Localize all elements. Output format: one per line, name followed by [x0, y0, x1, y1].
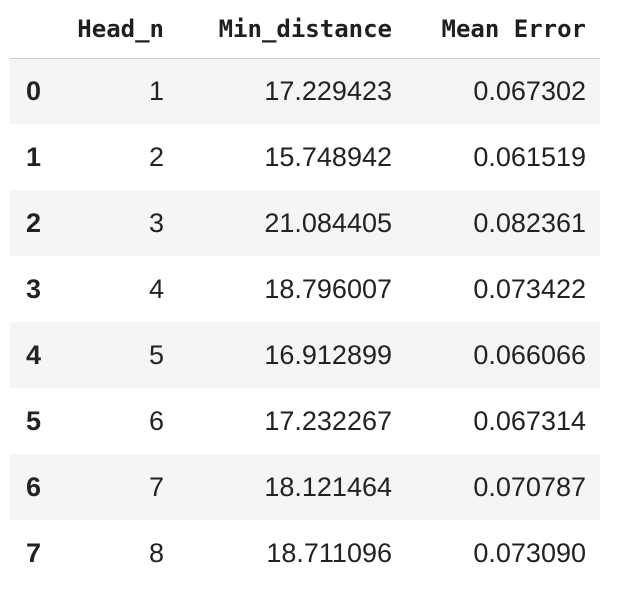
row-index: 4: [26, 339, 42, 370]
table-row: 7 8 18.711096 0.073090: [10, 520, 600, 586]
table-row: 6 7 18.121464 0.070787: [10, 454, 600, 520]
cell-min-distance: 17.232267: [264, 405, 392, 436]
cell-mean-error: 0.073422: [473, 273, 586, 304]
table-row: 4 5 16.912899 0.066066: [10, 322, 600, 388]
cell-mean-error: 0.066066: [473, 339, 586, 370]
index-header: [10, 0, 60, 58]
row-index: 7: [26, 537, 42, 568]
table-body: 0 1 17.229423 0.067302 1 2 15.748942 0.0…: [10, 58, 600, 586]
table-row: 0 1 17.229423 0.067302: [10, 58, 600, 124]
cell-mean-error: 0.061519: [473, 141, 586, 172]
cell-min-distance: 18.121464: [264, 471, 392, 502]
cell-mean-error: 0.067314: [473, 405, 586, 436]
cell-head-n: 4: [148, 273, 164, 304]
table-row: 3 4 18.796007 0.073422: [10, 256, 600, 322]
table-row: 2 3 21.084405 0.082361: [10, 190, 600, 256]
column-header-head-n: Head_n: [77, 14, 164, 43]
cell-min-distance: 21.084405: [264, 207, 392, 238]
cell-head-n: 3: [148, 207, 164, 238]
row-index: 0: [26, 75, 42, 106]
dataframe-output: Head_n Min_distance Mean Error 0 1 17.22…: [10, 0, 600, 586]
table-row: 1 2 15.748942 0.061519: [10, 124, 600, 190]
dataframe-table: Head_n Min_distance Mean Error 0 1 17.22…: [10, 0, 600, 586]
row-index: 5: [26, 405, 42, 436]
cell-mean-error: 0.067302: [473, 75, 586, 106]
cell-head-n: 8: [148, 537, 164, 568]
header-row: Head_n Min_distance Mean Error: [10, 0, 600, 58]
row-index: 2: [26, 207, 42, 238]
cell-head-n: 1: [148, 75, 164, 106]
column-header-mean-error: Mean Error: [441, 14, 587, 43]
row-index: 6: [26, 471, 42, 502]
row-index: 3: [26, 273, 42, 304]
cell-head-n: 2: [148, 141, 164, 172]
cell-head-n: 6: [148, 405, 164, 436]
table-header: Head_n Min_distance Mean Error: [10, 0, 600, 58]
cell-mean-error: 0.082361: [473, 207, 586, 238]
cell-min-distance: 18.711096: [266, 537, 392, 568]
cell-mean-error: 0.070787: [473, 471, 586, 502]
cell-head-n: 5: [148, 339, 164, 370]
table-row: 5 6 17.232267 0.067314: [10, 388, 600, 454]
cell-min-distance: 15.748942: [264, 141, 392, 172]
row-index: 1: [26, 141, 42, 172]
cell-head-n: 7: [148, 471, 164, 502]
cell-min-distance: 17.229423: [264, 75, 392, 106]
cell-mean-error: 0.073090: [473, 537, 586, 568]
cell-min-distance: 18.796007: [264, 273, 392, 304]
column-header-min-distance: Min_distance: [218, 14, 392, 43]
cell-min-distance: 16.912899: [264, 339, 392, 370]
